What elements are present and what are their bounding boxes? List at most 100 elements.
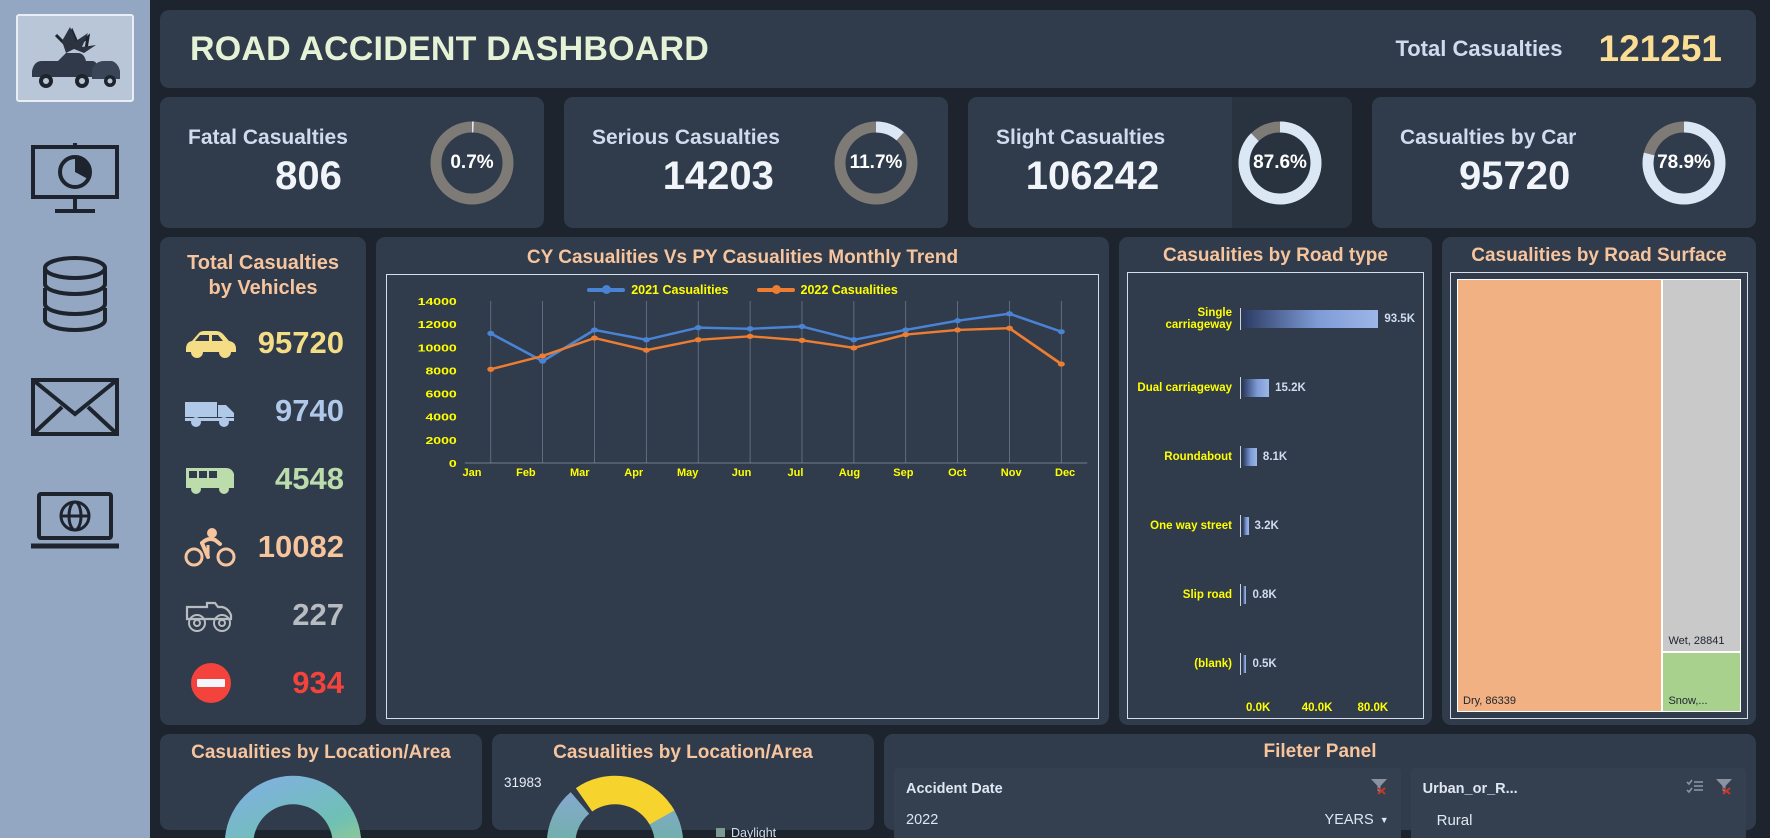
accident-date-value: 2022 <box>906 812 939 828</box>
vehicle-row[interactable]: 4548 <box>178 445 348 513</box>
trend-x-axis: Jan Feb Mar Apr May Jun Jul Aug Sep Oct Nov Dec <box>387 467 1098 479</box>
treemap-label: Wet, 28841 <box>1668 635 1725 648</box>
kpi-card-0[interactable]: Fatal Casualties 806 0.7% <box>160 97 544 228</box>
road-type-row[interactable]: Slip road 0.8K <box>1134 583 1415 606</box>
road-type-title: Casualities by Road type <box>1163 245 1388 266</box>
van-icon <box>178 395 244 427</box>
vehicle-row[interactable]: 10082 <box>178 513 348 581</box>
casualties-by-road-surface-panel: Casualities by Road Surface Dry, 86339 We… <box>1442 237 1756 725</box>
kpi-card-3[interactable]: Casualties by Car 95720 78.9% <box>1372 97 1756 228</box>
x-tick-label: Jun <box>731 467 752 479</box>
road-type-value: 3.2K <box>1254 519 1279 532</box>
vehicle-row[interactable]: 227 <box>178 581 348 649</box>
kpi-title: Fatal Casualties <box>188 126 348 149</box>
accident-date-filter[interactable]: Accident Date 2022 YEARS <box>894 768 1401 838</box>
treemap-cell[interactable]: Snow,... <box>1662 652 1741 712</box>
donut-right-top-label: 31983 <box>504 775 542 790</box>
page-title: ROAD ACCIDENT DASHBOARD <box>190 29 709 68</box>
vehicles-title: Total Casualties by Vehicles <box>187 252 339 299</box>
svg-text:8000: 8000 <box>425 365 456 377</box>
trend-plot[interactable]: 2021 Casualities 2022 Casualities 14000 12… <box>386 274 1099 719</box>
sidebar-item-mail[interactable] <box>19 364 131 450</box>
x-tick-label: Oct <box>948 467 967 479</box>
vehicle-value: 9740 <box>275 393 344 428</box>
kpi-donut: 87.6% <box>1234 117 1326 209</box>
total-casualties-label: Total Casualties <box>1395 36 1563 61</box>
road-type-label: Slip road <box>1182 588 1232 601</box>
treemap-cell[interactable]: Wet, 28841 <box>1662 279 1741 653</box>
database-icon <box>43 256 107 332</box>
multi-select-icon[interactable] <box>1686 778 1704 799</box>
vehicle-row[interactable]: 9740 <box>178 377 348 445</box>
kpi-card-2[interactable]: Slight Casualties 106242 87.6% <box>968 97 1352 228</box>
kpi-donut: 78.9% <box>1638 117 1730 209</box>
x-tick-label: Apr <box>624 467 644 479</box>
chevron-down-icon: ▼ <box>1379 815 1389 825</box>
svg-text:10000: 10000 <box>418 342 457 354</box>
road-type-label: Single carriageway <box>1165 307 1233 332</box>
accident-date-selection: 2022 YEARS ▼ <box>906 812 1389 828</box>
kpi-percent: 11.7% <box>849 151 903 173</box>
location-area-donut-panel-left: Casualities by Location/Area Urban 121.3… <box>160 734 482 838</box>
sidebar-item-database[interactable] <box>19 250 131 336</box>
urban-rural-option[interactable]: Rural <box>1436 812 1473 829</box>
kpi-card-1[interactable]: Serious Casualties 14203 11.7% <box>564 97 948 228</box>
kpi-title: Serious Casualties <box>592 126 780 149</box>
location-area-donut-panel-right: Casualities by Location/Area DaylightDar… <box>492 734 874 838</box>
road-type-bar <box>1243 448 1257 467</box>
clear-filter-icon[interactable] <box>1369 777 1389 800</box>
donut-right-area[interactable]: DaylightDark 31983 89268 <box>500 769 866 838</box>
sidebar-item-presentation[interactable] <box>19 136 131 222</box>
road-type-bar-track: 3.2K <box>1240 514 1415 537</box>
legend-item[interactable]: Daylight <box>716 826 776 838</box>
bottom-row: Casualities by Location/Area Urban 121.3… <box>160 734 1756 838</box>
urban-rural-actions <box>1686 777 1734 800</box>
bus-icon <box>178 464 244 494</box>
road-type-row[interactable]: Roundabout 8.1K <box>1134 446 1415 469</box>
svg-text:4000: 4000 <box>425 411 456 423</box>
vehicle-row[interactable]: 95720 <box>178 309 348 377</box>
legend-swatch <box>716 828 725 837</box>
svg-text:6000: 6000 <box>425 388 456 400</box>
kpi-text: Serious Casualties 14203 <box>592 126 780 199</box>
x-tick-label: Jan <box>462 467 482 479</box>
vehicle-value: 227 <box>292 597 344 632</box>
treemap-label: Snow,... <box>1668 695 1708 707</box>
sidebar-item-web[interactable] <box>19 478 131 564</box>
road-type-value: 15.2K <box>1275 382 1306 395</box>
casualties-by-road-type-panel: Casualities by Road type Single carriage… <box>1119 237 1432 725</box>
legend-item[interactable]: 2022 Casualities <box>756 283 898 297</box>
legend-swatch <box>756 285 795 294</box>
svg-text:0: 0 <box>449 458 457 467</box>
donut-right-legend: DaylightDark <box>716 826 776 838</box>
accident-date-unit-dropdown[interactable]: YEARS ▼ <box>1325 812 1389 828</box>
treemap-cell[interactable]: Dry, 86339 <box>1457 279 1663 712</box>
donut-left-chart <box>225 775 361 838</box>
kpi-value: 106242 <box>1025 154 1160 198</box>
road-surface-plot[interactable]: Dry, 86339 Wet, 28841 Snow,... <box>1450 272 1748 719</box>
x-tick-label: Sep <box>893 467 914 479</box>
clear-filter-icon[interactable] <box>1714 777 1734 800</box>
urban-rural-filter[interactable]: Urban_or_R... <box>1410 768 1746 838</box>
x-tick-label: Feb <box>516 467 536 479</box>
x-tick-label: Mar <box>570 467 590 479</box>
donut-left-title: Casualities by Location/Area <box>191 742 451 763</box>
road-type-plot[interactable]: Single carriageway 93.5K Dual carriageway 1… <box>1127 272 1424 719</box>
app-logo <box>16 14 134 102</box>
trend-legend: 2021 Casualities 2022 Casualities <box>387 275 1098 297</box>
vehicle-row[interactable]: 934 <box>178 649 348 717</box>
road-type-row[interactable]: Single carriageway 93.5K <box>1134 307 1416 332</box>
x-tick-label: May <box>676 467 699 479</box>
legend-item[interactable]: 2021 Casualities <box>587 283 729 297</box>
kpi-percent: 0.7% <box>450 151 494 173</box>
road-type-row[interactable]: Dual carriageway 15.2K <box>1134 377 1415 400</box>
car-icon <box>178 327 244 359</box>
kpi-percent: 87.6% <box>1253 151 1307 173</box>
bike-icon <box>178 527 244 567</box>
road-type-row[interactable]: (blank) 0.5K <box>1134 652 1415 675</box>
donut-left-area[interactable]: Urban 121.3K <box>168 769 474 838</box>
monthly-trend-panel: CY Casualities Vs PY Casualities Monthly… <box>376 237 1109 725</box>
road-type-row[interactable]: One way street 3.2K <box>1134 514 1415 537</box>
urban-rural-options[interactable]: RuralUrban <box>1423 812 1734 838</box>
